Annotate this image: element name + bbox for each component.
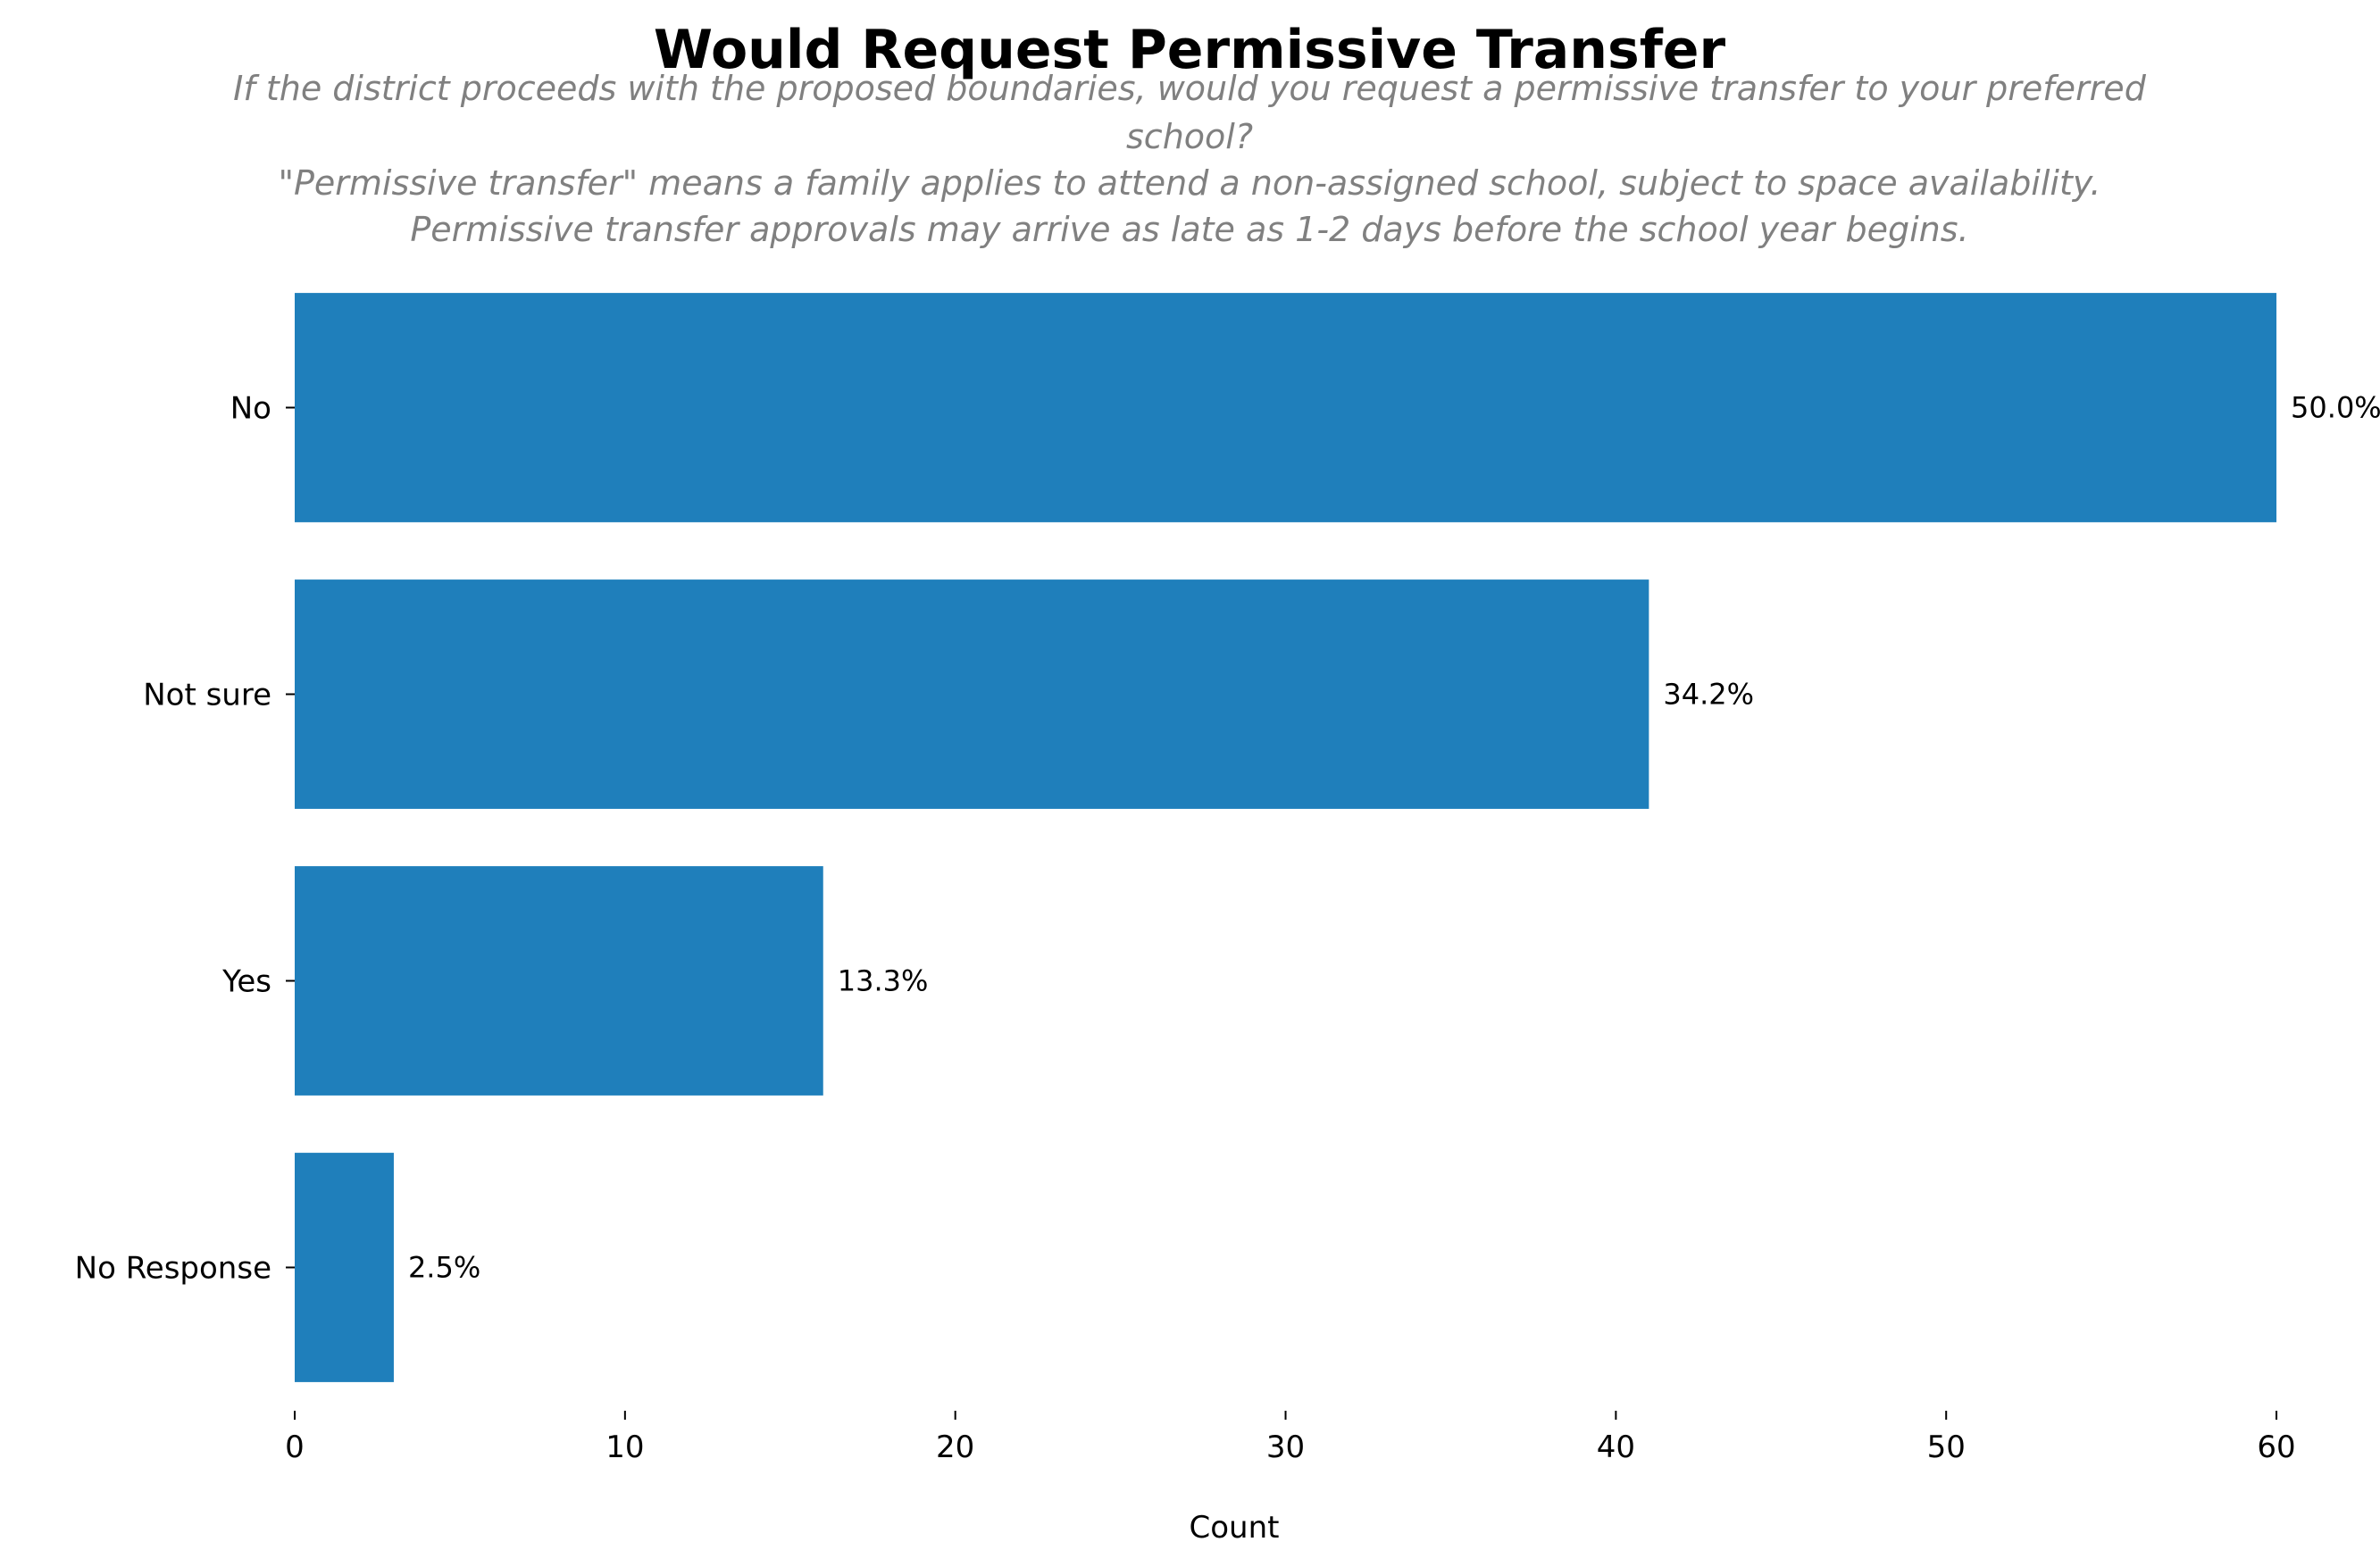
data-label-3: 2.5%: [408, 1251, 480, 1285]
x-tick-label-3: 30: [1266, 1429, 1305, 1465]
chart-subtitle-line-1: If the district proceeds with the propos…: [233, 69, 2147, 108]
y-tick-label-1: Not sure: [143, 678, 271, 713]
chart-subtitle-line-4: Permissive transfer approvals may arrive…: [410, 210, 1968, 249]
bar-3: [295, 1153, 394, 1382]
bars-group: 50.0% 34.2% 13.3% 2.5%: [295, 293, 2380, 1382]
x-tick-label-6: 60: [2257, 1429, 2295, 1465]
data-label-1: 34.2%: [1663, 678, 1754, 712]
y-tick-label-2: Yes: [221, 964, 271, 1000]
data-label-2: 13.3%: [838, 964, 929, 998]
x-tick-label-0: 0: [285, 1429, 305, 1465]
y-tick-label-0: No: [230, 391, 271, 427]
x-axis: 0 10 20 30 40 50 60: [285, 1411, 2296, 1465]
data-label-0: 50.0%: [2291, 391, 2380, 425]
chart-title: Would Request Permissive Transfer: [654, 19, 1726, 81]
y-axis: No Not sure Yes No Response: [75, 391, 295, 1287]
chart-subtitle-line-2: school?: [1126, 117, 1253, 156]
bar-0: [295, 293, 2277, 522]
y-tick-label-3: No Response: [75, 1251, 271, 1287]
bar-2: [295, 866, 823, 1096]
x-tick-label-2: 20: [936, 1429, 974, 1465]
bar-1: [295, 579, 1649, 809]
x-axis-label: Count: [1190, 1510, 1280, 1546]
chart-subtitle-line-3: "Permissive transfer" means a family app…: [278, 163, 2100, 203]
x-tick-label-5: 50: [1927, 1429, 1966, 1465]
x-tick-label-4: 40: [1597, 1429, 1635, 1465]
x-tick-label-1: 10: [605, 1429, 644, 1465]
